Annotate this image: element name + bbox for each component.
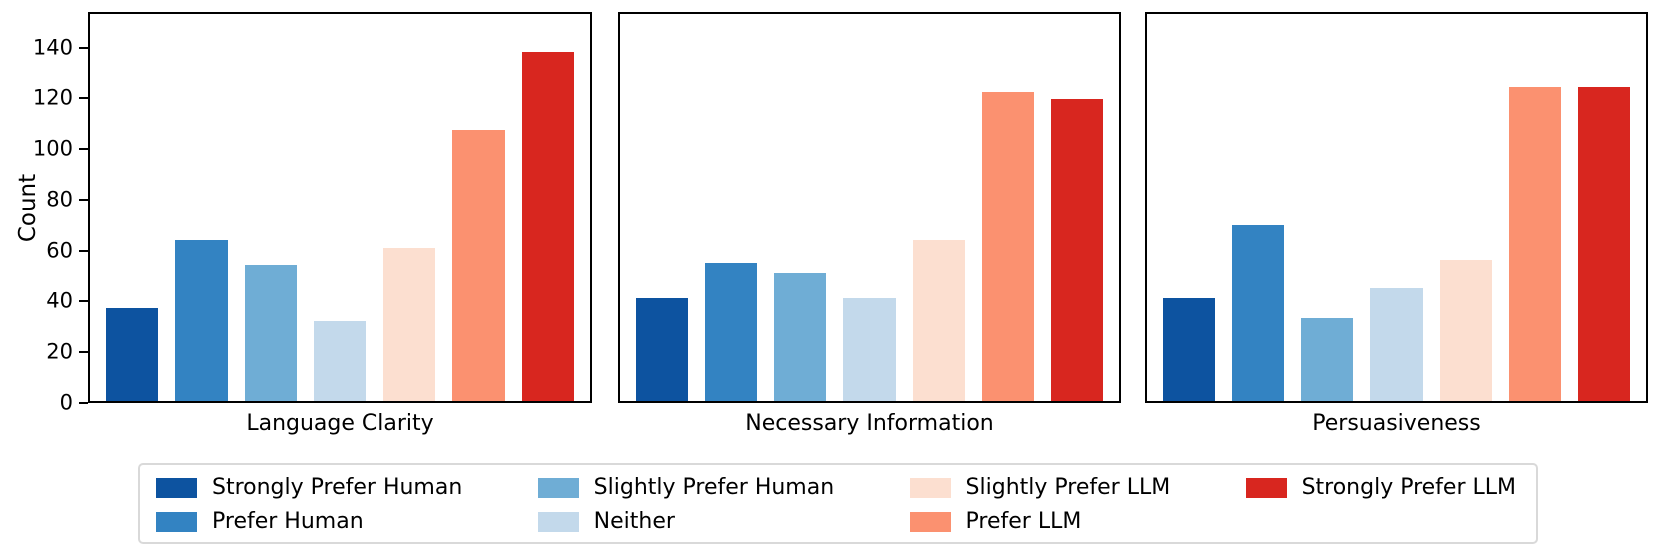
bar-slightly-prefer-llm: [912, 240, 965, 401]
bar-neither: [843, 297, 896, 401]
bar-slightly-prefer-human: [1301, 318, 1354, 401]
legend-swatch-icon: [1245, 477, 1287, 498]
y-tick-mark: [79, 46, 88, 49]
y-tick-mark: [79, 198, 88, 201]
y-tick-label: 140: [32, 35, 73, 60]
chart-panel-persuasiveness: [1145, 12, 1648, 403]
bar-strongly-prefer-llm: [521, 51, 574, 401]
bar-strongly-prefer-human: [636, 297, 689, 401]
y-tick-label: 80: [46, 187, 73, 212]
bar-prefer-llm: [1508, 86, 1561, 401]
y-tick-mark: [79, 351, 88, 354]
bars-necessary-information: [620, 14, 1119, 401]
y-tick-mark: [79, 300, 88, 303]
legend-swatch-icon: [909, 511, 951, 532]
legend-label: Neither: [593, 508, 675, 534]
bar-slightly-prefer-human: [774, 272, 827, 401]
y-tick-mark: [79, 249, 88, 252]
y-tick-label: 0: [59, 390, 73, 415]
bar-prefer-llm: [452, 129, 505, 401]
bars-persuasiveness: [1147, 14, 1646, 401]
bar-slightly-prefer-human: [244, 265, 297, 401]
legend-column: Strongly Prefer Human Prefer Human: [156, 474, 462, 535]
y-tick-label: 20: [46, 339, 73, 364]
bar-strongly-prefer-human: [106, 308, 159, 401]
legend-item-neither: Neither: [537, 508, 835, 535]
y-tick-mark: [79, 148, 88, 151]
legend-column: Strongly Prefer LLM: [1245, 474, 1516, 501]
bar-prefer-llm: [981, 91, 1034, 401]
bar-neither: [1370, 287, 1423, 401]
bar-strongly-prefer-llm: [1050, 99, 1103, 401]
legend-column: Slightly Prefer Human Neither: [537, 474, 835, 535]
legend-label: Strongly Prefer LLM: [1301, 474, 1516, 500]
legend-swatch-icon: [156, 511, 197, 532]
legend-label: Slightly Prefer Human: [593, 474, 835, 500]
bar-strongly-prefer-human: [1163, 297, 1216, 401]
legend-item-slightly-prefer-llm: Slightly Prefer LLM: [909, 474, 1171, 501]
bar-neither: [313, 320, 367, 401]
bar-prefer-human: [1232, 225, 1285, 401]
legend-swatch-icon: [909, 477, 951, 498]
x-axis-label-language-clarity: Language Clarity: [246, 411, 434, 436]
legend: Strongly Prefer Human Prefer Human Slightl…: [138, 463, 1538, 544]
bar-strongly-prefer-llm: [1577, 86, 1630, 401]
legend-swatch-icon: [156, 477, 197, 498]
bar-prefer-human: [175, 240, 228, 401]
legend-item-prefer-human: Prefer Human: [156, 508, 462, 535]
legend-label: Slightly Prefer LLM: [965, 474, 1171, 500]
y-tick-label: 40: [46, 288, 73, 313]
chart-panel-language-clarity: [88, 12, 592, 403]
legend-item-strongly-prefer-human: Strongly Prefer Human: [156, 474, 462, 501]
y-tick-mark: [79, 97, 88, 100]
legend-item-slightly-prefer-human: Slightly Prefer Human: [537, 474, 835, 501]
x-axis-label-necessary-information: Necessary Information: [745, 411, 994, 436]
legend-label: Strongly Prefer Human: [212, 474, 463, 500]
legend-label: Prefer LLM: [965, 508, 1082, 534]
y-tick-label: 100: [32, 136, 73, 161]
legend-swatch-icon: [537, 477, 579, 498]
bar-slightly-prefer-llm: [383, 247, 436, 401]
y-axis-ticks: 0 20 40 60 80 100 120 140: [0, 12, 88, 413]
legend-label: Prefer Human: [212, 508, 364, 534]
x-axis-label-persuasiveness: Persuasiveness: [1312, 411, 1481, 436]
y-tick-label: 60: [46, 238, 73, 263]
legend-swatch-icon: [537, 511, 579, 532]
legend-column: Slightly Prefer LLM Prefer LLM: [909, 474, 1171, 535]
y-tick-mark: [79, 402, 88, 404]
bars-language-clarity: [90, 14, 590, 401]
chart-panel-necessary-information: [618, 12, 1121, 403]
y-tick-label: 120: [32, 85, 73, 110]
legend-item-prefer-llm: Prefer LLM: [909, 508, 1171, 535]
legend-item-strongly-prefer-llm: Strongly Prefer LLM: [1245, 474, 1516, 501]
bar-slightly-prefer-llm: [1439, 260, 1492, 401]
bar-prefer-human: [705, 262, 758, 401]
